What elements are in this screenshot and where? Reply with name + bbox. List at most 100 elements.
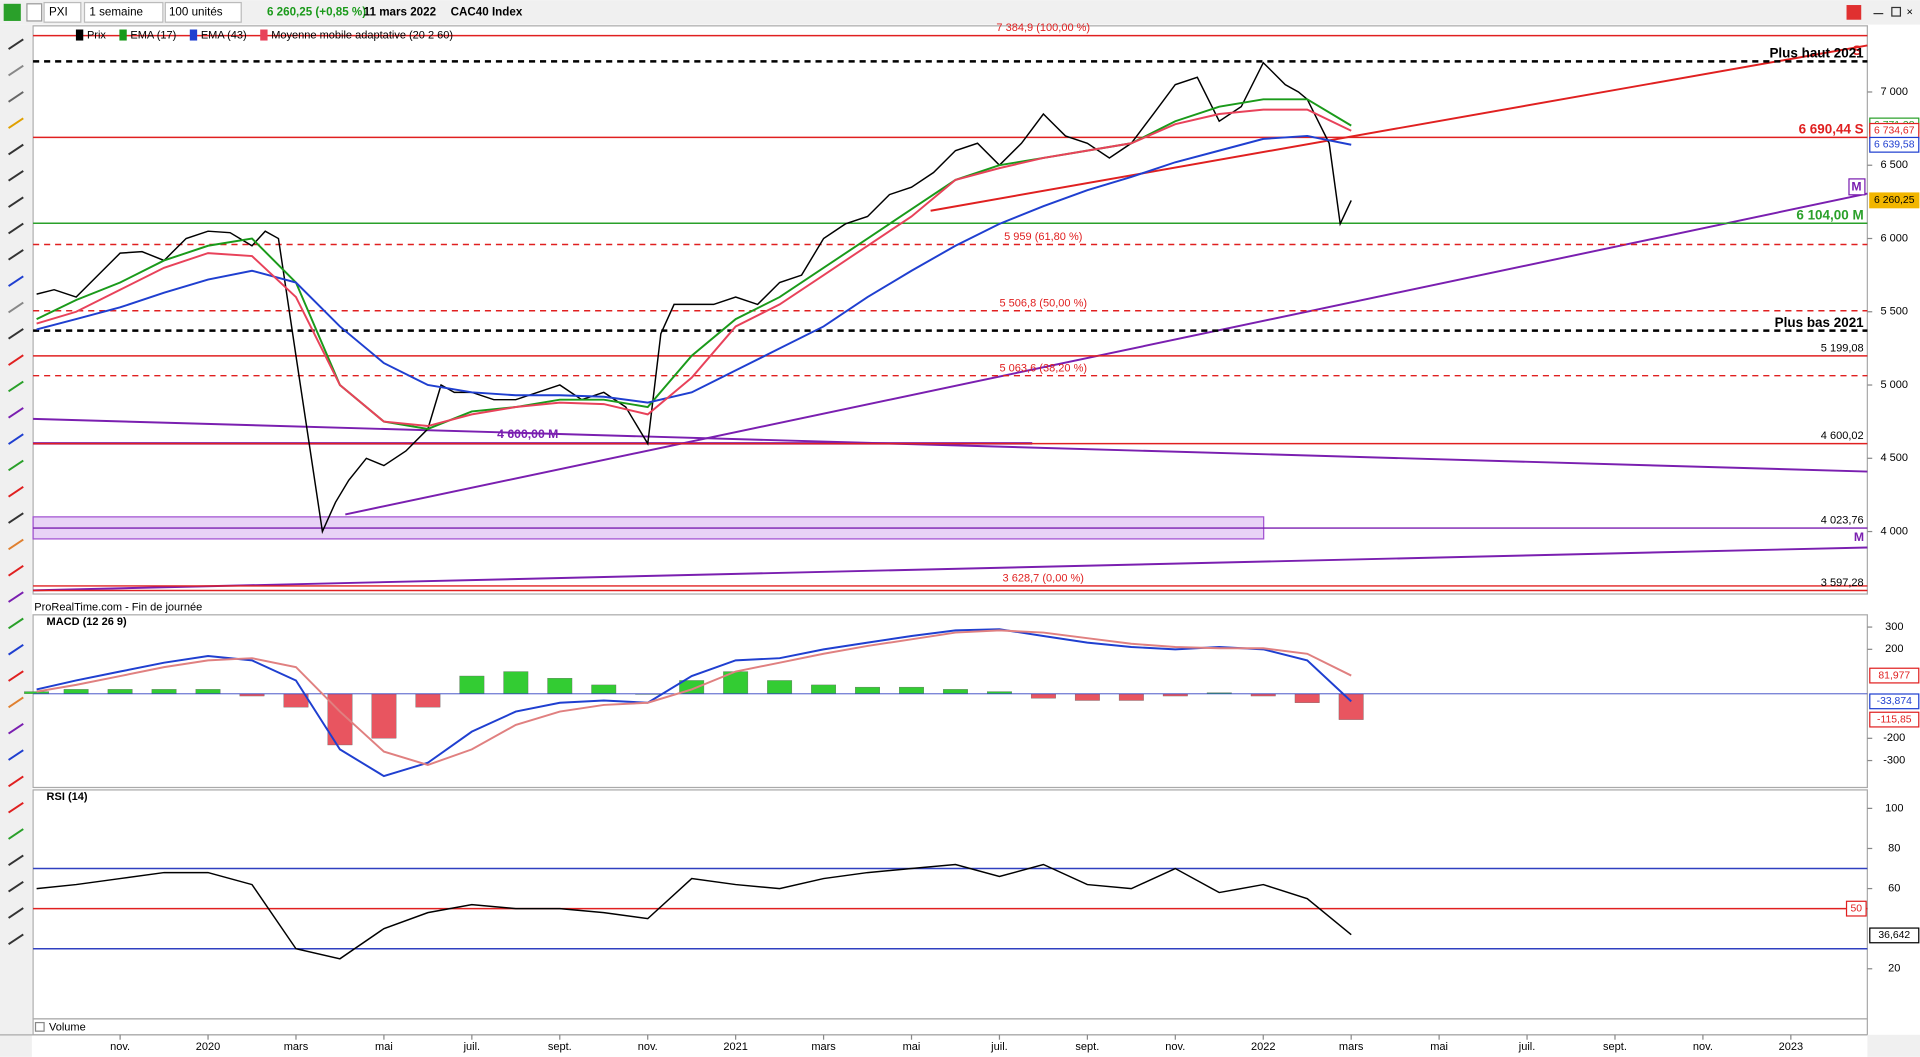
price-tag — [1869, 927, 1920, 944]
units-box[interactable] — [164, 1, 242, 23]
series-line — [36, 108, 1352, 428]
rsi-panel — [32, 789, 1868, 1020]
series-line — [36, 134, 1352, 404]
legend-swatch[interactable] — [260, 29, 268, 41]
source: ProRealTime.com - Fin de journée — [34, 601, 202, 613]
tool-icon[interactable] — [8, 933, 24, 946]
tool-icon[interactable] — [8, 880, 24, 893]
price-tag — [1869, 667, 1920, 684]
annotation: 4 600,00 M — [497, 427, 558, 441]
symbol: PXI — [49, 5, 68, 18]
symbol-icon[interactable] — [26, 3, 43, 22]
tool-icon[interactable] — [8, 301, 24, 314]
tool-icon[interactable] — [8, 354, 24, 366]
tool-icon[interactable] — [8, 854, 24, 867]
tool-icon[interactable] — [8, 196, 24, 208]
annotation: M — [1854, 530, 1864, 544]
tool-icon[interactable] — [8, 722, 24, 735]
tool-icon[interactable] — [8, 801, 24, 814]
level-label: 5 959 (61,80 %) — [1004, 231, 1082, 243]
tool-icon[interactable] — [8, 512, 24, 524]
tool-icon[interactable] — [8, 565, 24, 577]
tool-icon[interactable] — [8, 407, 24, 419]
x-tick-label: 2020 — [196, 1041, 221, 1053]
tool-icon[interactable] — [8, 591, 24, 603]
price-tag — [1869, 136, 1920, 153]
tool-icon[interactable] — [8, 459, 24, 472]
y-tick-label: 300 — [1885, 621, 1903, 633]
tool-icon[interactable] — [8, 433, 24, 445]
units: 100 unités — [169, 5, 223, 18]
level-label: 5 063,6 (38,20 %) — [999, 362, 1087, 374]
histogram-bar — [415, 693, 441, 708]
x-tick-label: mars — [284, 1041, 309, 1053]
annotation: M — [1851, 180, 1861, 194]
tool-icon[interactable] — [8, 486, 24, 498]
tool-icon[interactable] — [8, 644, 24, 656]
tool-icon[interactable] — [8, 143, 24, 156]
tool-icon[interactable] — [8, 328, 24, 340]
maximize[interactable] — [1891, 6, 1902, 17]
tool-icon[interactable] — [8, 117, 24, 129]
y-tick-label: 200 — [1885, 643, 1903, 655]
legend-swatch[interactable] — [75, 29, 84, 41]
tool-icon[interactable] — [8, 64, 24, 77]
histogram-bar — [151, 689, 177, 694]
tool-icon[interactable] — [8, 617, 24, 630]
app-icon[interactable] — [3, 3, 21, 21]
tool-icon[interactable] — [8, 749, 24, 761]
tool-icon[interactable] — [8, 275, 24, 287]
histogram-bar — [591, 684, 617, 694]
y-tick-label: 4 000 — [1880, 525, 1908, 537]
period-box[interactable] — [83, 1, 164, 23]
tool-icon[interactable] — [8, 538, 24, 551]
level-label: 7 384,9 (100,00 %) — [996, 22, 1090, 34]
trendline — [33, 417, 1868, 473]
level-label: 6 690,44 S — [1799, 122, 1864, 137]
legend-swatch[interactable] — [119, 29, 127, 41]
histogram-bar — [63, 689, 89, 694]
tool-icon[interactable] — [8, 696, 24, 709]
tool-icon[interactable] — [8, 249, 24, 261]
tool-icon[interactable] — [8, 222, 24, 235]
y-tick-label: 20 — [1888, 963, 1900, 975]
close[interactable]: × — [1907, 6, 1913, 18]
x-tick-label: 2023 — [1779, 1041, 1804, 1053]
legend-swatch[interactable] — [189, 29, 198, 41]
y-tick-label: 6 000 — [1880, 232, 1908, 244]
series-line — [36, 863, 1352, 960]
y-tick-label: 5 000 — [1880, 379, 1908, 391]
level-label: 4 023,76 — [1821, 515, 1864, 527]
tool-icon[interactable] — [8, 907, 24, 919]
quote: 6 260,25 (+0,85 %) — [267, 5, 366, 18]
symbol-box[interactable] — [43, 1, 82, 23]
x-tick-label: mai — [375, 1041, 393, 1053]
legend-label[interactable]: EMA (43) — [201, 30, 247, 42]
histogram-bar — [1294, 693, 1320, 703]
series-line — [36, 628, 1352, 778]
volume-panel — [32, 1018, 1868, 1036]
level-label: 4 600,02 — [1821, 430, 1864, 442]
histogram-bar — [547, 678, 573, 694]
tool-icon[interactable] — [8, 170, 24, 182]
histogram-bar — [811, 684, 837, 694]
legend-label[interactable]: EMA (17) — [130, 30, 176, 42]
legend-label[interactable]: Moyenne mobile adaptative (20 2 60) — [271, 30, 453, 42]
level-label: Plus bas 2021 — [1775, 315, 1865, 330]
histogram-bar — [1118, 693, 1144, 701]
tool-icon[interactable] — [8, 775, 24, 788]
legend-label[interactable]: Prix — [87, 30, 106, 42]
sync-icon[interactable] — [1846, 5, 1862, 20]
tool-icon[interactable] — [8, 91, 24, 103]
trendline — [345, 192, 1868, 516]
annotation-box — [1848, 178, 1866, 196]
level-label: 3 628,7 (0,00 %) — [1003, 573, 1084, 585]
tool-icon[interactable] — [8, 828, 24, 840]
tool-icon[interactable] — [8, 670, 24, 682]
x-tick-label: juil. — [1518, 1041, 1536, 1053]
volume-checkbox[interactable] — [34, 1021, 45, 1032]
tool-icon[interactable] — [8, 38, 24, 50]
x-tick-label: nov. — [1165, 1041, 1185, 1053]
tool-icon[interactable] — [8, 380, 24, 393]
